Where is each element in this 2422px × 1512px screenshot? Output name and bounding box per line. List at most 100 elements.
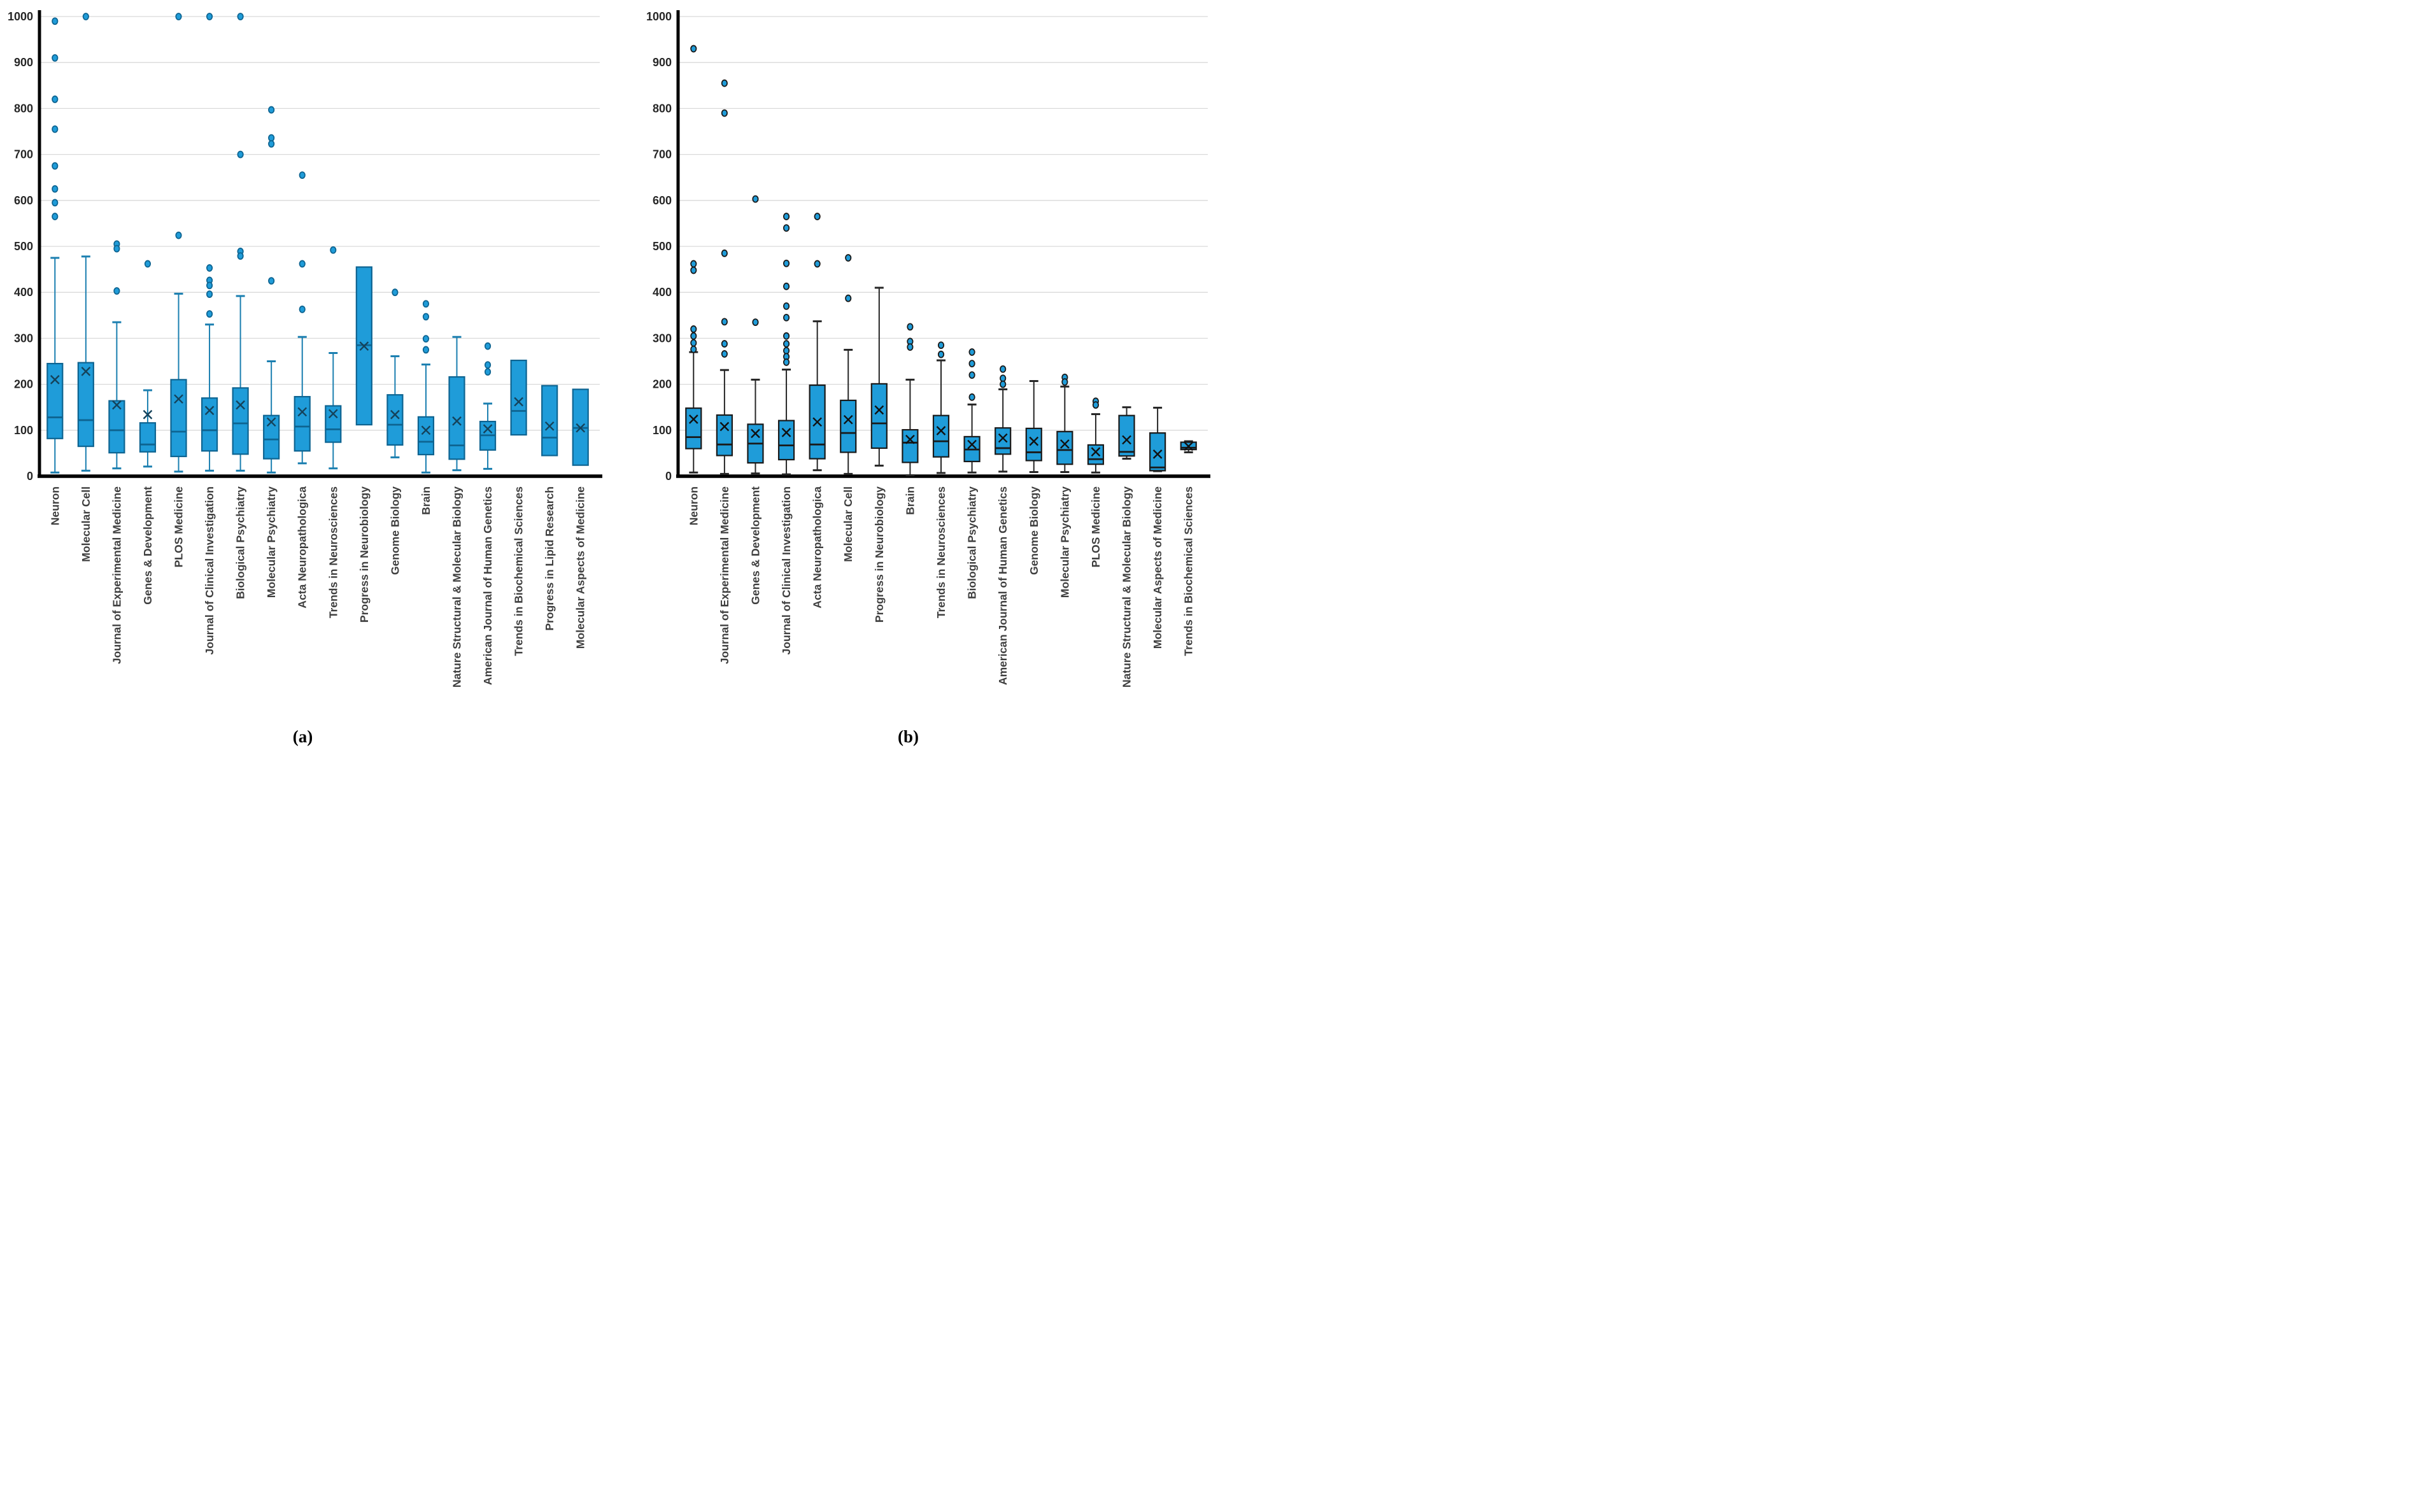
outlier-dot — [690, 260, 697, 268]
mean-x-marker — [390, 409, 400, 420]
mean-x-marker — [967, 439, 977, 449]
x-axis-label: Molecular Cell — [80, 486, 92, 562]
boxplot-figure: 0 100 200 300 400 500 600 700 800 900 1000 Neuron Mo… — [0, 0, 1211, 756]
box — [902, 428, 919, 463]
panel-b: 0 100 200 300 400 500 600 700 800 900 1000 Neuron Jo… — [606, 0, 1211, 756]
caption-b: (b) — [898, 727, 919, 746]
box-group-a-14: American Journal of Human Genetics — [479, 342, 497, 685]
box-group-a-13: Nature Structural & Molecular Biology — [448, 336, 465, 688]
mean-x-marker — [751, 428, 760, 439]
x-axis-label: American Journal of Human Genetics — [481, 486, 494, 685]
outlier-dot — [937, 341, 945, 350]
box-group-b-4: Acta Neuropathologica — [809, 213, 826, 609]
box — [870, 383, 888, 449]
outlier-dot — [52, 199, 59, 207]
box — [777, 420, 795, 461]
box — [932, 414, 950, 458]
outlier-dot — [52, 54, 59, 62]
x-axis-label: Molecular Cell — [842, 486, 854, 562]
outlier-dot — [814, 260, 821, 268]
outlier-dot — [484, 361, 492, 369]
mean-x-marker — [874, 405, 884, 415]
y-tick-label: 700 — [653, 148, 672, 161]
outlier-dot — [968, 360, 975, 368]
box — [685, 407, 702, 449]
box — [1149, 432, 1166, 472]
outlier-dot — [206, 290, 213, 298]
box — [170, 379, 187, 458]
box — [417, 416, 435, 456]
x-axis-label: PLOS Medicine — [1089, 486, 1102, 568]
outlier-dot — [175, 13, 182, 20]
outlier-dot — [52, 95, 59, 103]
mean-x-marker — [1152, 449, 1163, 459]
outlier-dot — [783, 314, 790, 321]
outlier-dot — [907, 343, 914, 351]
box-group-b-11: Genome Biology — [1025, 380, 1042, 575]
outlier-dot — [752, 318, 759, 327]
outlier-dot — [268, 277, 275, 285]
caption-a: (a) — [292, 727, 313, 746]
outlier-dot — [52, 185, 59, 193]
outlier-dot — [52, 125, 59, 133]
x-axis-label: Molecular Aspects of Medicine — [1151, 486, 1164, 649]
outlier-dot — [299, 171, 306, 179]
x-axis-label: Trends in Biochemical Sciences — [513, 486, 525, 656]
box-group-a-4: PLOS Medicine — [170, 13, 187, 567]
box-group-b-5: Molecular Cell — [840, 254, 857, 562]
outlier-dot — [113, 244, 120, 253]
x-axis-label: Brain — [903, 486, 916, 515]
outlier-dot — [299, 306, 306, 313]
mean-x-marker — [812, 417, 822, 427]
x-axis-label: Biological Psychiatry — [234, 486, 247, 599]
outlier-dot — [721, 318, 728, 326]
box-group-b-1: Journal of Experimental Medicine — [716, 79, 733, 664]
outlier-dot — [206, 264, 213, 272]
y-tick-label: 400 — [14, 286, 33, 299]
outlier-dot — [783, 213, 790, 220]
y-tick-label: 0 — [665, 470, 672, 483]
outlier-dot — [422, 335, 430, 343]
x-axis-label: Acta Neuropathologica — [296, 486, 309, 609]
outlier-dot — [783, 302, 790, 310]
box-group-b-8: Trends in Neurosciences — [932, 341, 950, 618]
outlier-dot — [330, 246, 337, 254]
x-axis-label: Trends in Neurosciences — [935, 486, 947, 618]
outlier-dot — [690, 325, 697, 333]
outlier-dot — [299, 260, 306, 268]
x-axis-label: Neuron — [48, 486, 61, 525]
mean-x-marker — [936, 426, 946, 435]
box-group-a-2: Journal of Experimental Medicine — [108, 240, 125, 664]
x-axis-label: Acta Neuropathologica — [811, 486, 824, 609]
box-group-a-5: Journal of Clinical Investigation — [201, 13, 218, 654]
mean-x-marker — [143, 409, 153, 420]
outlier-dot — [422, 346, 430, 354]
y-tick-label: 500 — [14, 240, 33, 253]
box-group-b-15: Molecular Aspects of Medicine — [1149, 406, 1166, 649]
box — [294, 395, 311, 452]
x-axis-label: Progress in Neurobiology — [873, 486, 886, 623]
mean-x-marker — [1184, 441, 1194, 451]
x-axis-label: Genome Biology — [1028, 486, 1040, 575]
box-group-b-16: Trends in Biochemical Sciences — [1180, 440, 1197, 656]
y-tick-label: 0 — [27, 470, 33, 483]
outlier-dot — [937, 350, 945, 358]
mean-x-marker — [50, 375, 60, 385]
box-group-a-11: Genome Biology — [386, 288, 404, 575]
outlier-dot — [52, 162, 59, 170]
y-tick-label: 400 — [653, 286, 672, 299]
box-group-a-16: Progress in Lipid Research — [541, 385, 558, 631]
box — [232, 387, 249, 455]
x-axis-label: Neuron — [687, 486, 700, 525]
mean-x-marker — [359, 341, 369, 351]
box — [840, 399, 857, 453]
outlier-dot — [752, 195, 759, 203]
mean-x-marker — [174, 394, 183, 404]
outlier-dot — [845, 294, 852, 302]
x-axis-label: Genome Biology — [388, 486, 401, 575]
mean-x-marker — [576, 423, 586, 433]
x-axis-label: Nature Structural & Molecular Biology — [1121, 486, 1133, 688]
box-group-a-17: Molecular Aspects of Medicine — [572, 388, 589, 649]
mean-x-marker — [998, 433, 1008, 443]
box-group-b-7: Brain — [902, 323, 919, 515]
